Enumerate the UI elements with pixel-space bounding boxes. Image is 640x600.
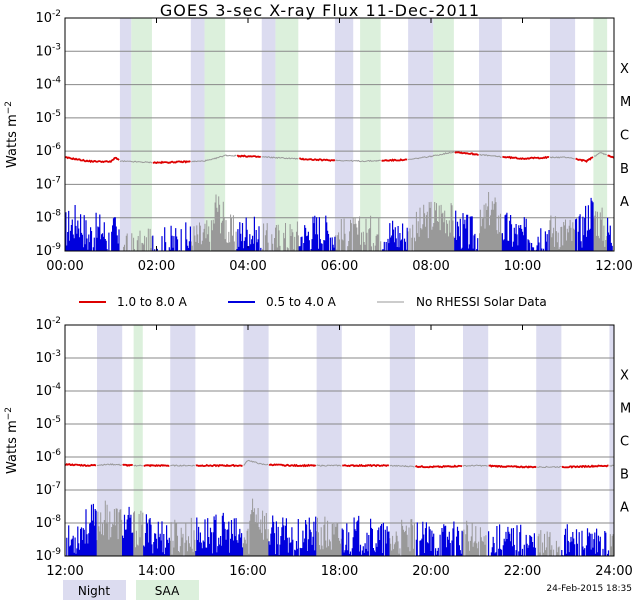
bottom-y-tick-label-1: 10-8 [35,514,61,531]
bottom-x-tick-label-5: 22:00 [504,564,541,579]
bottom-long-channel-nodata [96,459,614,469]
bottom-plot-frame [64,324,615,557]
top-night-band-3 [334,18,354,251]
bottom-x-tick-label-1: 14:00 [138,564,175,579]
bottom-night-band-5 [463,325,489,556]
bottom-x-tick-label-3: 18:00 [321,564,358,579]
legend-nodata-label: No RHESSI Solar Data [416,295,547,309]
bottom-saa-band-0 [133,325,143,556]
bottom-y-tick-label-7: 10-2 [35,316,61,333]
top-plot-frame [64,17,615,252]
top-night-band-1 [190,18,205,251]
top-saa-band-1 [204,18,226,251]
top-y-tick-label-2: 10-7 [35,175,61,192]
top-saa-band-3 [360,18,381,251]
top-night-band-5 [479,18,502,251]
bottom-x-tick-label-6: 24:00 [595,564,632,579]
top-goes-class-M: M [620,95,631,110]
bottom-goes-class-A: A [620,501,629,516]
top-y-tick-label-0: 10-9 [35,242,61,259]
legend-saa-label: SAA [155,584,180,598]
bottom-x-tick-label-2: 16:00 [229,564,266,579]
top-y-tick-label-3: 10-6 [35,142,61,159]
bottom-goes-class-C: C [620,435,629,450]
top-saa-band-0 [131,18,152,251]
bottom-y-tick-label-5: 10-4 [35,382,61,399]
top-y-tick-label-6: 10-3 [35,42,61,59]
top-x-tick-label-5: 10:00 [504,259,541,274]
top-short-channel-nodata [123,192,608,251]
top-goes-class-B: B [620,162,629,177]
top-night-band-6 [549,18,576,251]
bottom-x-tick-label-0: 12:00 [46,564,83,579]
legend-long-label: 1.0 to 8.0 A [117,295,188,309]
chart-title: GOES 3-sec X-ray Flux 11-Dec-2011 [159,1,481,20]
top-goes-class-X: X [620,62,629,77]
top-saa-band-5 [593,18,608,251]
top-short-channel-line [65,197,613,251]
bottom-y-tick-label-0: 10-9 [35,547,61,564]
bottom-short-channel-nodata [96,498,614,556]
top-x-tick-label-6: 12:00 [595,259,632,274]
legend-night-label: Night [78,584,111,598]
generation-timestamp: 24-Feb-2015 18:35 [546,584,632,594]
top-goes-class-C: C [620,129,629,144]
bottom-goes-class-M: M [620,402,631,417]
bottom-night-band-7 [609,325,614,556]
bottom-night-band-1 [170,325,196,556]
bottom-y-axis-label: Watts m−2 [4,407,20,474]
bottom-y-tick-label-4: 10-5 [35,415,61,432]
bottom-short-channel-line [65,503,610,556]
top-x-tick-label-4: 08:00 [412,259,449,274]
bottom-y-tick-label-2: 10-7 [35,481,61,498]
top-y-tick-label-1: 10-8 [35,209,61,226]
bottom-night-band-4 [389,325,415,556]
bottom-y-tick-label-6: 10-3 [35,349,61,366]
top-y-tick-label-5: 10-4 [35,76,61,93]
top-x-tick-label-1: 02:00 [138,259,175,274]
legend-night-box [63,580,126,600]
top-long-channel-line [65,151,614,165]
bottom-y-tick-label-3: 10-6 [35,448,61,465]
top-long-channel-nodata [119,151,607,164]
legend-short-label: 0.5 to 4.0 A [266,295,337,309]
top-x-tick-label-3: 06:00 [321,259,358,274]
top-x-tick-label-0: 00:00 [46,259,83,274]
bottom-night-band-3 [316,325,342,556]
top-night-band-2 [261,18,276,251]
bottom-x-tick-label-4: 20:00 [412,564,449,579]
top-saa-band-4 [433,18,454,251]
bottom-goes-class-B: B [620,468,629,483]
bottom-long-channel-line [65,462,609,469]
bottom-goes-class-X: X [620,369,629,384]
top-y-tick-label-7: 10-2 [35,9,61,26]
top-y-tick-label-4: 10-5 [35,109,61,126]
top-saa-band-2 [275,18,299,251]
bottom-night-band-6 [536,325,562,556]
legend-saa-box [136,580,199,600]
top-goes-class-A: A [620,195,629,210]
top-y-axis-label: Watts m−2 [4,101,20,168]
top-x-tick-label-2: 04:00 [229,259,266,274]
top-night-band-0 [119,18,132,251]
